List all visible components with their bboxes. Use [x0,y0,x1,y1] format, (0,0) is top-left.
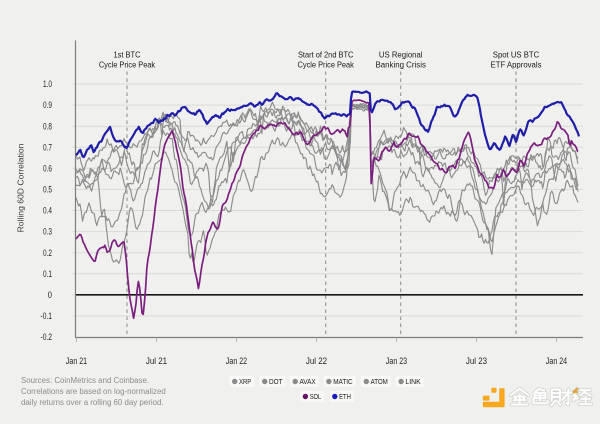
svg-text:LINK: LINK [405,377,420,386]
svg-text:SOL: SOL [310,392,322,401]
svg-text:0.8: 0.8 [43,121,52,132]
svg-text:Start of 2nd BTC: Start of 2nd BTC [298,51,354,60]
svg-text:0: 0 [48,290,52,301]
svg-text:Spot US BTC: Spot US BTC [493,51,540,60]
svg-text:Cycle Price Peak: Cycle Price Peak [99,61,156,70]
svg-text:ATOM: ATOM [371,377,388,386]
svg-text:0.6: 0.6 [43,163,52,174]
svg-text:0.5: 0.5 [43,185,52,196]
svg-text:0.7: 0.7 [43,142,52,153]
svg-text:0.3: 0.3 [43,227,52,238]
svg-text:DOT: DOT [269,377,283,386]
svg-text:0.9: 0.9 [43,100,52,111]
svg-text:daily returns over a rolling 6: daily returns over a rolling 60 day peri… [21,398,164,407]
svg-text:1st BTC: 1st BTC [114,51,141,60]
svg-text:XRP: XRP [239,377,251,386]
svg-text:Cycle Price Peak: Cycle Price Peak [298,61,355,70]
svg-text:0.4: 0.4 [43,206,52,217]
svg-text:Banking Crisis: Banking Crisis [375,61,426,70]
svg-text:MATIC: MATIC [333,377,353,386]
svg-text:Jan 22: Jan 22 [226,356,247,366]
svg-text:Jul 21: Jul 21 [146,356,167,366]
svg-text:AVAX: AVAX [300,377,316,386]
svg-text:1.0: 1.0 [43,79,52,90]
svg-text:Jan 21: Jan 21 [66,356,87,366]
svg-text:-0.1: -0.1 [41,311,53,322]
svg-text:Jul 23: Jul 23 [466,356,487,366]
svg-text:Jan 23: Jan 23 [386,356,407,366]
svg-text:US Regional: US Regional [379,51,423,60]
svg-text:ETF Approvals: ETF Approvals [491,61,542,70]
svg-text:Rolling 60D Correlation: Rolling 60D Correlation [16,143,26,232]
svg-text:Jul 22: Jul 22 [306,356,327,366]
svg-text:0.1: 0.1 [43,269,52,280]
svg-text:ETH: ETH [339,392,351,401]
svg-text:Correlations are based on log-: Correlations are based on log-normalized [21,387,166,396]
svg-text:Jan 24: Jan 24 [546,356,567,366]
svg-text:-0.2: -0.2 [41,332,53,343]
svg-text:0.2: 0.2 [43,248,52,259]
svg-text:Sources: CoinMetrics and Coinb: Sources: CoinMetrics and Coinbase. [21,376,149,385]
